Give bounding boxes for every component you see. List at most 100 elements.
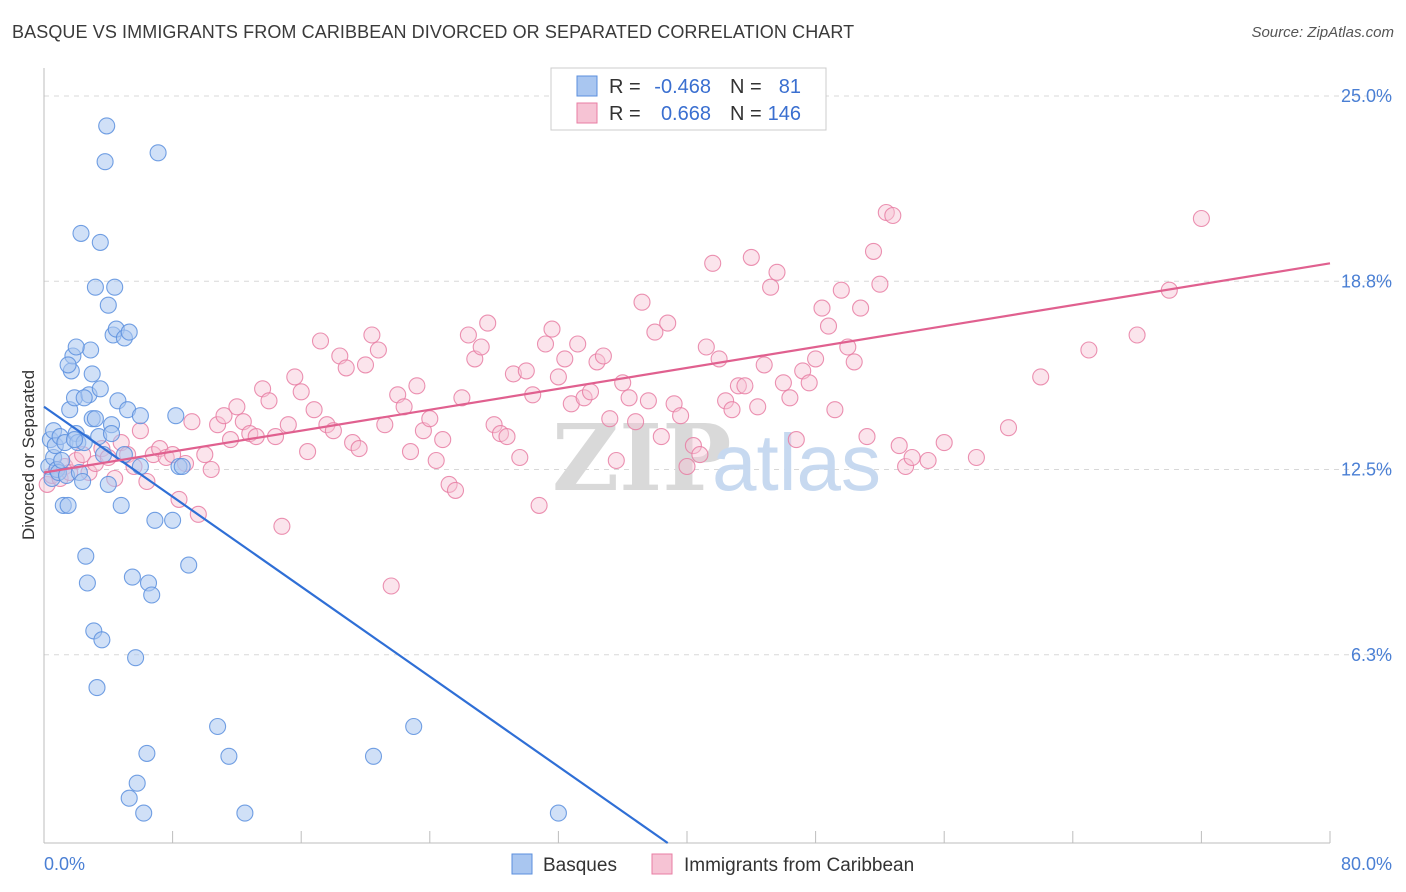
caribbean-point-66 bbox=[453, 389, 471, 407]
basques-point-66 bbox=[67, 338, 85, 356]
caribbean-point-112 bbox=[749, 398, 767, 416]
caribbean-point-48 bbox=[337, 359, 355, 377]
caribbean-point-142 bbox=[1080, 341, 1098, 359]
caribbean-point-55 bbox=[382, 577, 400, 595]
caribbean-point-29 bbox=[215, 407, 233, 425]
caribbean-point-97 bbox=[652, 428, 670, 446]
watermark-zip: ZIP bbox=[552, 404, 731, 512]
caribbean-point-101 bbox=[678, 457, 696, 476]
basques-point-71 bbox=[86, 410, 104, 428]
basques-point-54 bbox=[143, 586, 161, 604]
caribbean-point-105 bbox=[704, 254, 722, 272]
basques-point-79 bbox=[364, 747, 383, 765]
caribbean-point-65 bbox=[446, 481, 465, 499]
caribbean-point-61 bbox=[421, 410, 439, 428]
basques-point-58 bbox=[167, 407, 185, 425]
caribbean-point-143 bbox=[1128, 326, 1146, 344]
basques-point-55 bbox=[146, 511, 164, 529]
caribbean-point-31 bbox=[228, 398, 246, 416]
basques-point-76 bbox=[120, 323, 138, 341]
y-tick-label-2: 18.8% bbox=[1341, 271, 1392, 291]
caribbean-point-58 bbox=[401, 443, 420, 461]
caribbean-point-110 bbox=[736, 377, 754, 395]
bottom-legend-swatch-caribbean bbox=[651, 853, 673, 875]
caribbean-point-137 bbox=[919, 451, 937, 470]
basques-point-78 bbox=[405, 717, 423, 736]
basques-point-80 bbox=[549, 804, 567, 822]
caribbean-point-122 bbox=[813, 299, 831, 317]
caribbean-point-43 bbox=[305, 401, 323, 419]
axes bbox=[43, 68, 1331, 844]
caribbean-point-26 bbox=[196, 446, 214, 464]
basques-point-56 bbox=[149, 144, 167, 162]
caribbean-point-103 bbox=[691, 446, 709, 464]
basques-point-27 bbox=[82, 341, 100, 359]
caribbean-point-100 bbox=[672, 407, 690, 425]
caribbean-point-28 bbox=[209, 416, 227, 434]
caribbean-point-52 bbox=[363, 326, 381, 344]
caribbean-point-131 bbox=[871, 275, 889, 293]
caribbean-point-116 bbox=[774, 374, 792, 392]
basques-point-13 bbox=[59, 496, 77, 514]
caribbean-point-86 bbox=[581, 383, 600, 401]
caribbean-point-93 bbox=[627, 413, 645, 431]
caribbean-trend-line bbox=[43, 262, 1331, 474]
basques-point-67 bbox=[59, 356, 77, 374]
caribbean-point-117 bbox=[781, 389, 799, 407]
legend-swatch-caribbean bbox=[576, 102, 598, 124]
caribbean-point-78 bbox=[530, 496, 548, 514]
caribbean-point-70 bbox=[479, 314, 497, 332]
y-tick-label-0: 6.3% bbox=[1351, 645, 1392, 665]
caribbean-point-102 bbox=[684, 437, 702, 455]
caribbean-point-24 bbox=[183, 413, 201, 431]
basques-point-46 bbox=[120, 789, 138, 807]
basques-point-9 bbox=[53, 451, 71, 470]
legend-n-value-1: 81 bbox=[779, 76, 801, 98]
caribbean-point-94 bbox=[633, 293, 651, 311]
basques-point-63 bbox=[220, 747, 238, 765]
basques-point-22 bbox=[74, 472, 92, 491]
caribbean-point-75 bbox=[511, 448, 529, 467]
x-tick-label-0: 0.0% bbox=[44, 854, 85, 874]
caribbean-point-39 bbox=[279, 416, 297, 434]
caribbean-point-74 bbox=[504, 365, 522, 383]
watermark: ZIP atlas bbox=[552, 404, 881, 512]
source-label: Source: ZipAtlas.com bbox=[1251, 24, 1394, 41]
caribbean-point-130 bbox=[864, 242, 883, 260]
correlation-legend: R = -0.468 N = 81 R = 0.668 N = 146 bbox=[550, 67, 827, 131]
legend-r-label-1: R = bbox=[609, 76, 641, 98]
caribbean-point-17 bbox=[138, 472, 156, 491]
caribbean-point-67 bbox=[459, 326, 477, 344]
tick-labels: 6.3% 12.5% 18.8% 25.0% 0.0% 80.0% bbox=[44, 86, 1392, 874]
caribbean-point-92 bbox=[620, 389, 638, 407]
basques-point-49 bbox=[128, 774, 146, 792]
caribbean-point-44 bbox=[311, 332, 330, 350]
basques-point-68 bbox=[65, 431, 84, 449]
legend-r-label-2: R = bbox=[609, 103, 641, 125]
basques-point-60 bbox=[173, 457, 191, 476]
basques-point-57 bbox=[164, 511, 182, 529]
caribbean-point-113 bbox=[755, 356, 773, 374]
caribbean-point-145 bbox=[1192, 209, 1210, 228]
bottom-legend-swatch-basques bbox=[511, 853, 533, 875]
caribbean-point-89 bbox=[601, 410, 619, 428]
caribbean-point-81 bbox=[549, 368, 567, 386]
legend-r-value-2: 0.668 bbox=[661, 103, 711, 125]
series-caribbean-points bbox=[38, 203, 1210, 595]
basques-point-43 bbox=[112, 496, 130, 514]
caribbean-point-141 bbox=[1032, 368, 1050, 386]
basques-point-72 bbox=[99, 296, 117, 314]
caribbean-point-107 bbox=[717, 392, 735, 410]
basques-point-38 bbox=[99, 475, 117, 493]
legend-n-label-1: N = bbox=[730, 76, 762, 98]
x-tick-label-1: 80.0% bbox=[1341, 854, 1392, 874]
caribbean-point-42 bbox=[299, 443, 317, 461]
caribbean-point-79 bbox=[536, 335, 555, 353]
legend-n-value-2: 146 bbox=[768, 103, 801, 125]
caribbean-point-98 bbox=[659, 314, 677, 332]
y-axis-label: Divorced or Separated bbox=[19, 370, 38, 540]
caribbean-point-62 bbox=[427, 451, 445, 470]
caribbean-point-135 bbox=[897, 457, 915, 476]
caribbean-point-82 bbox=[556, 350, 574, 368]
